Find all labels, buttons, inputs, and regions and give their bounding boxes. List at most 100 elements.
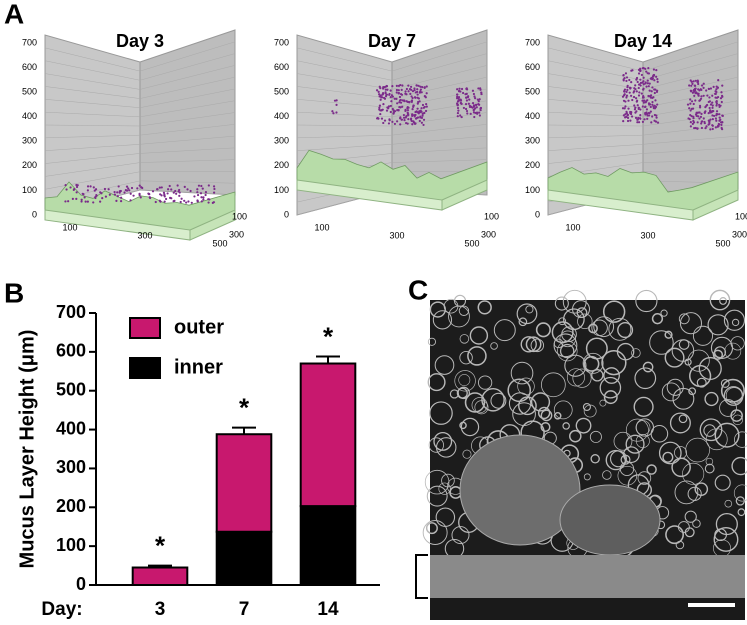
bacterium [648,103,651,106]
bacterium [183,199,186,202]
bacterium [468,98,471,101]
bacterium [472,92,476,96]
bacterium [422,112,425,115]
wall-grid [642,100,739,118]
bacterium [180,197,183,200]
bacterium [622,99,626,102]
bacterium [625,90,628,94]
bacterium [65,188,68,191]
bacterium [639,108,642,111]
bacterium [404,92,407,95]
bacterium [649,96,653,99]
z-tick-label: 200 [525,160,540,170]
bacterium [458,87,461,90]
wall-grid [139,112,236,127]
bacterium [80,200,83,203]
sem-mesh [575,417,592,434]
bacterium [711,106,714,109]
bacterium [398,101,401,104]
bacterium [460,102,463,105]
bacterium [656,80,659,83]
bacterium [719,104,722,107]
bacterium [403,119,406,122]
sem-mesh [734,431,747,448]
bacterium [645,112,649,115]
bacterium [627,107,630,110]
wall-grid [642,124,739,136]
sem-mesh [462,449,472,459]
bacterium [641,99,644,102]
wall-grid [547,47,644,72]
sem-mesh [602,470,612,480]
mucus-side [441,179,488,211]
bacterium [709,128,712,131]
sem-mesh [692,519,701,528]
bacterium [386,106,389,109]
sem-mesh [512,402,536,426]
bacterium [389,89,392,92]
bacterium [464,103,468,106]
sem-mesh [507,378,532,403]
bacterium [456,104,459,107]
wall-grid [391,76,488,99]
sem-mesh [704,391,719,407]
bacterium [419,116,422,119]
sem-mesh [424,469,450,495]
legend-label: outer [174,316,224,338]
z-tick-label: 300 [274,136,289,146]
bacterium [711,124,714,127]
bacterium [94,188,98,191]
bacterium [637,72,641,75]
bacterium [456,88,459,91]
bacterium [196,193,200,197]
bacterium [649,105,652,109]
bacterium [694,87,697,90]
bacterium [384,95,388,98]
bacterium [477,103,480,106]
sem-mesh [707,314,729,336]
bacterium [125,185,129,188]
bacterium [702,117,705,120]
wall-grid [139,65,236,90]
bacterium [422,123,425,127]
z-tick-label: 400 [22,111,37,121]
bacterium [411,90,415,93]
bacterium [117,185,120,188]
bacterium [378,93,381,96]
bacterium [637,106,640,109]
sem-mesh [651,313,664,325]
z-tick-label: 100 [274,185,289,195]
bacterium [83,196,86,199]
sem-mesh [714,422,740,448]
bacterium [711,127,714,131]
x-tick-label: 7 [239,599,250,620]
wall-grid [44,124,141,127]
bacterium [706,103,709,107]
bacterium [207,198,210,201]
wall-grid [296,124,393,127]
sem-mesh [723,309,746,331]
sem-mesh [731,318,740,327]
bacterium [189,189,192,193]
legend-swatch [129,357,161,379]
wall-grid [139,159,236,163]
bacterium [178,194,181,197]
bacterium [335,111,338,114]
bacterium [641,105,644,108]
bacterium [479,88,482,91]
bacterium [136,187,139,190]
bacterium [642,67,645,70]
bacterium [717,124,720,127]
bacterium [405,100,408,103]
bacterium [113,190,116,194]
sem-mesh [554,296,569,311]
bacterium [396,102,399,105]
bacterium [637,94,641,97]
bacterium [404,90,407,93]
sem-mesh [714,474,731,491]
sem-mesh [666,378,684,396]
wall-grid [139,76,236,99]
y-tick-label: 200 [56,496,86,516]
sem-mesh [433,431,453,451]
sem-mesh [525,305,534,314]
